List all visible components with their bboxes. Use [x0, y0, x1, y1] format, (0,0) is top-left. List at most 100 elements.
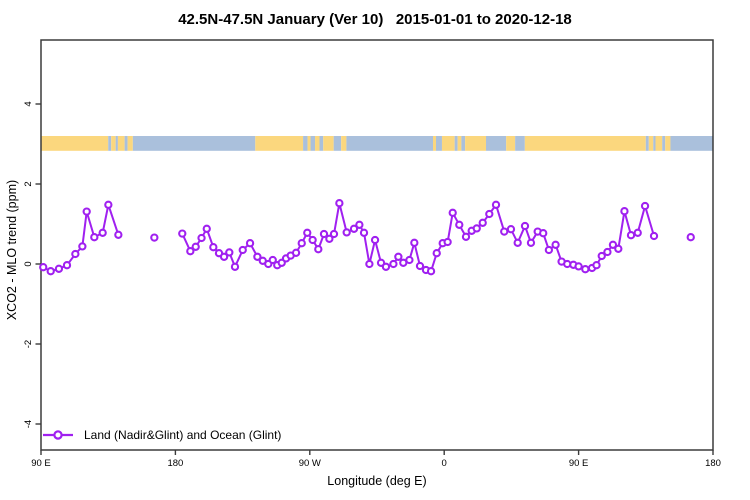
map-band-segment-land [255, 136, 304, 151]
map-band-segment-land [41, 136, 109, 151]
data-point [381, 262, 391, 271]
data-point [230, 262, 240, 271]
data-point [245, 239, 255, 248]
map-band-segment-land [655, 136, 663, 151]
map-band-segment-ocean [310, 136, 316, 151]
data-point [39, 263, 48, 272]
data-point [506, 225, 516, 234]
data-point [491, 200, 501, 209]
map-band-segment-land [111, 136, 116, 151]
data-point [526, 238, 536, 247]
map-band-segment-ocean [124, 136, 128, 151]
data-point [114, 230, 123, 239]
x-axis-label: Longitude (deg E) [327, 474, 427, 488]
data-point [640, 201, 650, 211]
data-point [626, 231, 636, 240]
data-point [104, 200, 113, 209]
chart-title: 42.5N-47.5N January (Ver 10) 2015-01-01 … [178, 11, 572, 28]
data-point [448, 208, 457, 217]
map-band-segment-land [524, 136, 646, 151]
map-band-segment-ocean [662, 136, 666, 151]
data-point [574, 262, 583, 271]
y-tick-label: 2 [23, 181, 34, 186]
data-point [686, 233, 695, 242]
data-point [485, 209, 494, 219]
data-point [191, 242, 200, 251]
data-point [308, 235, 317, 245]
map-band-segment-land [457, 136, 462, 151]
data-point [335, 199, 344, 208]
data-point [614, 244, 623, 253]
data-point [325, 234, 334, 243]
data-point [342, 228, 351, 237]
data-point [303, 228, 312, 237]
legend-label: Land (Nadir&Glint) and Ocean (Glint) [84, 428, 282, 442]
map-band-segment-ocean [108, 136, 112, 151]
data-point [539, 229, 548, 238]
data-point [71, 249, 80, 259]
map-band-segment-ocean [653, 136, 656, 151]
data-point [455, 220, 464, 229]
map-band-segment-ocean [435, 136, 442, 151]
map-band-segment-land [323, 136, 334, 151]
map-band-segment-ocean [115, 136, 118, 151]
data-point [513, 238, 522, 247]
data-point [410, 238, 419, 247]
map-band-segment-ocean [303, 136, 308, 151]
map-band-segment-land [433, 136, 436, 151]
data-point [581, 265, 590, 274]
data-point [544, 245, 554, 255]
series-line [181, 202, 655, 273]
data-point [365, 259, 374, 269]
data-point [597, 251, 606, 261]
legend: Land (Nadir&Glint) and Ocean (Glint) [41, 427, 281, 443]
data-point [197, 233, 206, 243]
data-point [46, 267, 55, 276]
data-point [329, 229, 339, 239]
data-point [426, 267, 436, 276]
data-point [394, 252, 403, 261]
series-line [42, 200, 120, 273]
map-band-segment-land [441, 136, 455, 151]
data-point [349, 224, 359, 233]
data-point [500, 227, 509, 236]
data-point [90, 233, 99, 242]
data-point [54, 264, 64, 273]
data-point [592, 261, 601, 270]
map-band-segment-land [117, 136, 125, 151]
data-point [319, 229, 329, 239]
x-tick-label: 0 [442, 458, 447, 469]
data-point [415, 261, 425, 271]
map-band-segment-ocean [670, 136, 713, 151]
data-point [219, 252, 229, 261]
data-point [202, 224, 211, 233]
map-band-segment-land [341, 136, 347, 151]
x-tick-label: 180 [167, 458, 183, 469]
data-point [62, 261, 72, 270]
data-point [238, 245, 247, 255]
map-band-segment-ocean [515, 136, 525, 151]
map-band-segment-ocean [346, 136, 433, 151]
y-tick-label: 0 [23, 261, 34, 266]
data-point [405, 255, 414, 265]
data-point [389, 259, 398, 269]
data-point [98, 228, 107, 237]
data-point [178, 229, 187, 238]
map-band-segment-land [307, 136, 311, 151]
data-point [297, 239, 306, 248]
data-point [620, 207, 629, 216]
data-point [633, 228, 642, 237]
data-point [291, 248, 301, 257]
x-tick-label: 90 W [299, 458, 321, 469]
map-band-segment-land [315, 136, 320, 151]
data-point [82, 207, 91, 216]
map-band-segment-ocean [132, 136, 256, 151]
x-tick-label: 90 E [569, 458, 589, 469]
map-band-segment-ocean [454, 136, 458, 151]
data-point [603, 247, 612, 257]
map-band-segment-land [665, 136, 671, 151]
data-point [186, 247, 195, 256]
legend-marker-icon [43, 430, 73, 440]
